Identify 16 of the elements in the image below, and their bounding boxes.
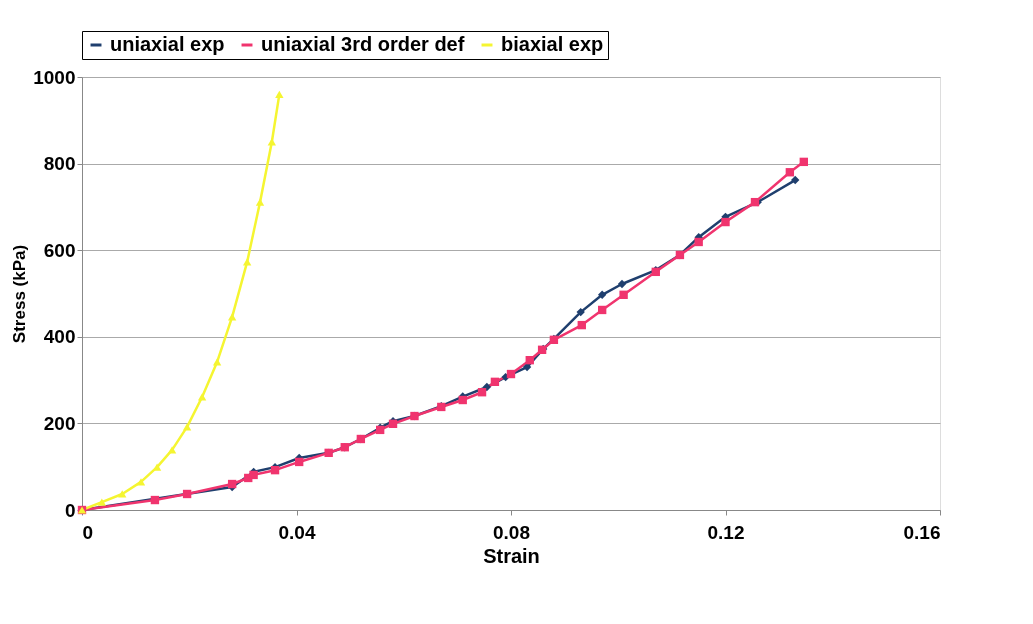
x-tick-label: 0.08 xyxy=(493,521,530,543)
y-tick-label: 1000 xyxy=(33,66,76,88)
x-axis-title: Strain xyxy=(483,544,540,567)
legend-label: uniaxial 3rd order def xyxy=(261,33,465,55)
y-tick-label: 0 xyxy=(64,499,76,521)
y-tick-label: 200 xyxy=(43,412,76,434)
y-tick-label: 400 xyxy=(43,326,76,348)
legend-label: biaxial exp xyxy=(501,33,604,55)
x-tick-label: 0.12 xyxy=(707,521,745,543)
y-axis-title: Stress (kPa) xyxy=(10,244,30,344)
x-tick-label: 0.04 xyxy=(278,521,316,543)
y-tick-label: 600 xyxy=(43,239,76,261)
legend-label: uniaxial exp xyxy=(110,33,225,55)
y-tick-label: 800 xyxy=(43,153,76,175)
x-tick-label: 0.16 xyxy=(903,521,941,543)
x-tick-label: 0 xyxy=(82,521,94,543)
